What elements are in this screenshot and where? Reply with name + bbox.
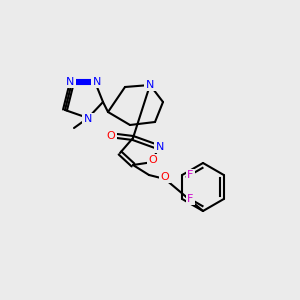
Text: N: N: [84, 114, 92, 124]
Text: N: N: [156, 142, 164, 152]
Text: O: O: [106, 131, 116, 141]
Text: N: N: [146, 80, 154, 90]
Text: N: N: [93, 77, 101, 87]
Text: O: O: [160, 172, 169, 182]
Text: N: N: [66, 77, 74, 87]
Text: F: F: [187, 194, 194, 204]
Text: O: O: [148, 155, 158, 165]
Text: F: F: [187, 170, 194, 180]
